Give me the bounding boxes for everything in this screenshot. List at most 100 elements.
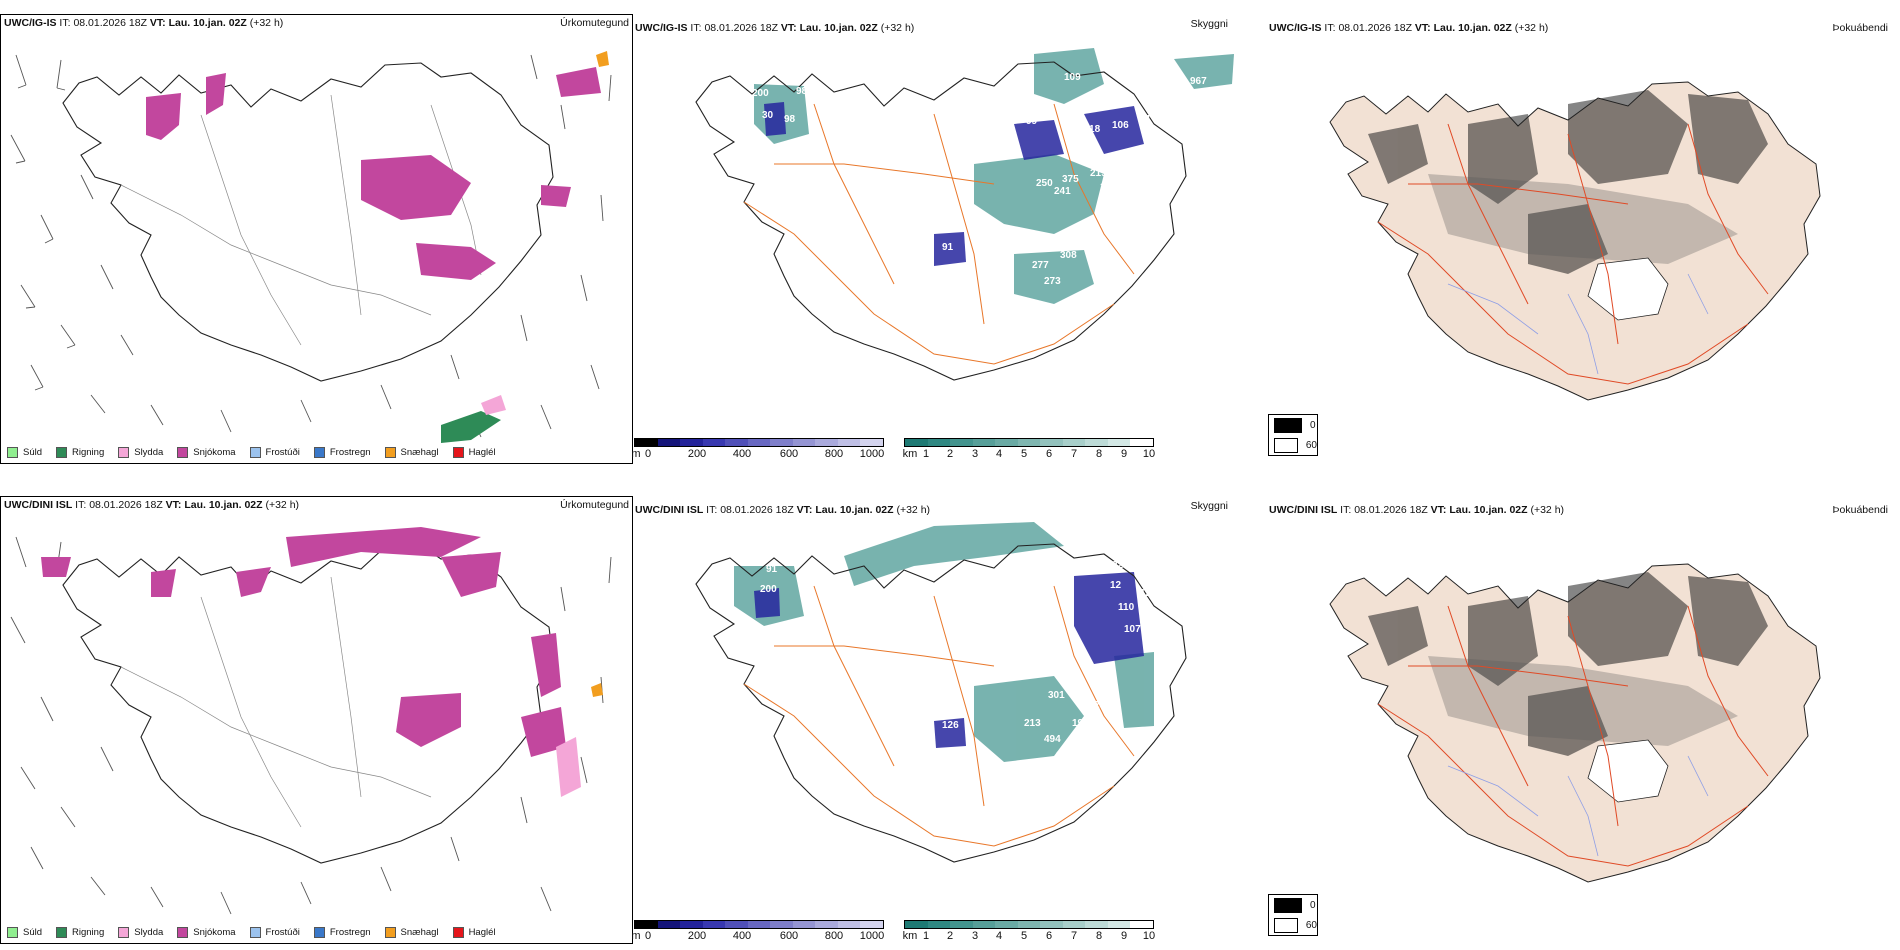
legend-item: Súld — [7, 447, 42, 458]
cloud-base-label: 200 — [760, 584, 777, 595]
it-label: IT: — [690, 22, 702, 34]
cloud-base-label: 273 — [1044, 276, 1061, 287]
sleet-area — [556, 737, 581, 797]
scale-tick: 7 — [1070, 930, 1078, 942]
cloud-base-label: 12 — [1110, 580, 1122, 591]
precip-map-bottom — [10, 527, 612, 915]
fog-header-top: UWC/IG-IS IT: 08.01.2026 18Z VT: Lau. 10… — [1269, 22, 1548, 34]
scale-tick: 7 — [1070, 448, 1078, 460]
it-value: 08.01.2026 18Z — [720, 504, 794, 516]
rivers — [1447, 273, 1709, 375]
legend-item: Haglél — [452, 447, 496, 458]
cloud-base-label: 375 — [1062, 174, 1079, 185]
roads — [1377, 123, 1769, 385]
snow-areas — [41, 527, 566, 757]
iceland-coastline — [695, 61, 1187, 381]
fog-scale-label: 60 — [1305, 919, 1317, 931]
legend-swatch — [56, 927, 68, 938]
it-label: IT: — [75, 499, 87, 511]
cloud-header-bottom: UWC/DINI ISL IT: 08.01.2026 18Z VT: Lau.… — [635, 504, 930, 516]
it-value: 08.01.2026 18Z — [89, 499, 163, 511]
scale-tick: 200 — [687, 448, 707, 460]
it-label: IT: — [706, 504, 718, 516]
cloud-base-label: 87 — [1114, 236, 1126, 247]
legend-label: Haglél — [468, 447, 496, 458]
fog-map-bottom — [1329, 563, 1821, 883]
vt-label: VT: — [1430, 504, 1447, 516]
legend-label: Snæhagl — [400, 447, 439, 458]
scale-tick: 600 — [779, 448, 799, 460]
cloud-base-label: 12 — [1154, 166, 1166, 177]
lead-time: (+32 h) — [896, 504, 931, 516]
model-name: UWC/DINI ISL — [1269, 504, 1338, 516]
scale-tick: 800 — [824, 448, 844, 460]
param-title: Þokuábendi — [1832, 22, 1888, 34]
cloud-base-label: 250 — [1036, 178, 1053, 189]
vt-value: Lau. 10.jan. 02Z — [799, 22, 878, 34]
iceland-coastline — [62, 544, 554, 864]
precip-panel-bottom: UWC/DINI ISL IT: 08.01.2026 18Z VT: Lau.… — [0, 496, 633, 944]
scale-tick: 10 — [1142, 448, 1156, 460]
legend-item: Frostregn — [313, 447, 371, 458]
it-label: IT: — [59, 17, 71, 29]
model-name: UWC/IG-IS — [4, 17, 57, 29]
fog-scale-label: 60 — [1305, 439, 1317, 451]
fog-areas-light — [1428, 656, 1738, 746]
cloud-base-label: 118 — [1106, 540, 1123, 551]
legend-swatch — [249, 927, 261, 938]
cloud-base-label: 313 — [1082, 152, 1099, 163]
lead-time: (+32 h) — [1530, 504, 1565, 516]
cloud-base-label: 200 — [752, 88, 769, 99]
lead-time: (+32 h) — [1514, 22, 1549, 34]
scale-tick: 5 — [1020, 930, 1028, 942]
cloud-base-label: 13 — [1194, 666, 1206, 677]
scale-tick: 5 — [1020, 448, 1028, 460]
cloud-base-colorbar — [634, 920, 884, 929]
cloud-base-label: 494 — [1044, 734, 1061, 745]
legend-label: Frostúði — [265, 927, 300, 938]
scale-unit: km — [902, 930, 918, 942]
visibility-colorbar — [904, 438, 1154, 447]
cloud-base-label: 18 — [1056, 750, 1068, 761]
snow-pellet-area — [596, 51, 609, 67]
legend-item: Haglél — [452, 927, 496, 938]
cloud-base-label: 991 — [1034, 510, 1051, 521]
cloud-base-label: 99 — [1026, 116, 1038, 127]
scale-tick: 600 — [779, 930, 799, 942]
lead-time: (+32 h) — [249, 17, 284, 29]
scale-tick: 4 — [995, 448, 1003, 460]
legend-item: Rigning — [56, 927, 104, 938]
lead-time: (+32 h) — [880, 22, 915, 34]
scale-tick: 0 — [644, 930, 652, 942]
legend-label: Snæhagl — [400, 927, 439, 938]
legend-swatch — [7, 927, 18, 938]
param-title: Úrkomutegund — [560, 499, 629, 511]
scale-unit: m — [631, 448, 641, 460]
cloud-base-scale-bottom: m 0 200 400 600 800 1000 — [631, 920, 885, 943]
cloud-base-areas — [754, 572, 1144, 748]
legend-swatch — [313, 447, 325, 458]
legend-swatch — [249, 447, 261, 458]
wind-barbs — [10, 54, 612, 438]
legend-swatch — [177, 447, 189, 458]
scale-tick: 8 — [1095, 930, 1103, 942]
cloud-base-label: 106 — [1112, 120, 1129, 131]
param-title: Úrkomutegund — [560, 17, 629, 29]
cloud-base-label: 30 — [762, 110, 774, 121]
legend-label: Frostregn — [329, 927, 371, 938]
scale-tick: 9 — [1120, 448, 1128, 460]
legend-swatch — [118, 927, 130, 938]
legend-swatch — [384, 447, 396, 458]
precip-header-top: UWC/IG-IS IT: 08.01.2026 18Z VT: Lau. 10… — [4, 17, 283, 29]
fog-scale-label: 0 — [1310, 419, 1316, 431]
scale-tick: 3 — [971, 930, 979, 942]
it-label: IT: — [1340, 504, 1352, 516]
scale-tick: 1000 — [859, 930, 885, 942]
scale-tick: 400 — [732, 930, 752, 942]
vt-value: Lau. 10.jan. 02Z — [168, 17, 247, 29]
scale-tick: 10 — [1142, 930, 1156, 942]
cloud-base-label: 109 — [1064, 72, 1081, 83]
cloud-base-label: 301 — [1048, 690, 1065, 701]
cloud-base-label: 110 — [1118, 602, 1135, 613]
legend-label: Slydda — [134, 927, 164, 938]
